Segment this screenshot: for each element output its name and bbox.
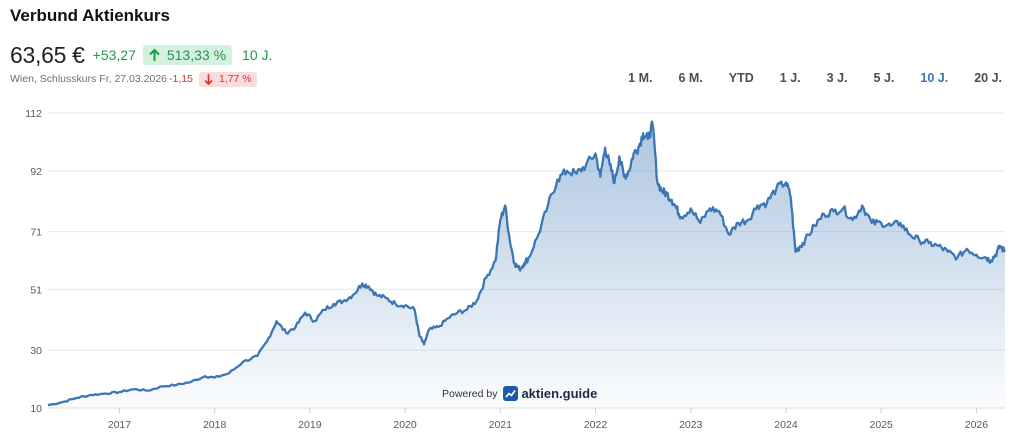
x-tick-label: 2022 (584, 419, 608, 431)
x-tick-label: 2020 (393, 419, 417, 431)
x-axis: 2017 2018 2019 2020 2021 2022 2023 2024 2025 2026 (48, 407, 1005, 431)
brand-logo-text: aktien.guide (521, 386, 598, 401)
selected-period: 10 J. (242, 47, 273, 63)
range-button-1m[interactable]: 1 M. (628, 71, 653, 85)
absolute-change: +53,27 (92, 47, 136, 63)
x-tick-label: 2026 (965, 419, 989, 431)
y-tick-label: 71 (30, 227, 42, 239)
y-tick-label: 51 (30, 284, 42, 296)
day-change: -1,15 (169, 73, 193, 85)
exchange-info-row: Wien, Schlusskurs Fr, 27.03.2026 -1,15 1… (10, 71, 257, 87)
arrow-down-icon (204, 73, 213, 85)
watermark: Powered by aktien.guide (442, 386, 597, 401)
time-range-selector: 1 M. 6 M. YTD 1 J. 3 J. 5 J. 10 J. 20 J. (602, 71, 1002, 85)
day-percent-badge: 1,77 % (198, 71, 257, 87)
x-tick-label: 2018 (203, 419, 227, 431)
y-tick-label: 92 (30, 166, 42, 178)
range-button-ytd[interactable]: YTD (728, 71, 754, 85)
x-tick-label: 2017 (108, 419, 132, 431)
percent-change-value: 513,33 % (166, 47, 227, 63)
y-tick-label: 10 (30, 403, 42, 415)
price-line (47, 120, 1006, 407)
range-button-10j[interactable]: 10 J. (920, 71, 949, 85)
arrow-up-icon (149, 48, 160, 61)
page-title: Verbund Aktienkurs (10, 6, 170, 25)
range-button-1j[interactable]: 1 J. (779, 71, 801, 85)
range-button-6m[interactable]: 6 M. (678, 71, 703, 85)
x-tick-label: 2023 (679, 419, 703, 431)
percent-change-badge: 513,33 % (142, 45, 233, 65)
y-tick-label: 112 (25, 108, 42, 120)
exchange-info: Wien, Schlusskurs Fr, 27.03.2026 (10, 73, 167, 85)
trend-chart-icon (503, 386, 519, 401)
y-axis: 10 30 51 71 92 112 (25, 108, 42, 415)
range-button-5j[interactable]: 5 J. (873, 71, 895, 85)
powered-by-label: Powered by (442, 387, 498, 400)
range-button-3j[interactable]: 3 J. (826, 71, 848, 85)
current-price: 63,65 € (10, 41, 85, 68)
x-tick-label: 2025 (870, 419, 894, 431)
price-row: 63,65 € +53,27 513,33 % 10 J. (10, 40, 272, 70)
price-area (48, 121, 1005, 408)
x-tick-label: 2024 (774, 419, 798, 431)
x-tick-label: 2019 (298, 419, 322, 431)
range-button-20j[interactable]: 20 J. (974, 71, 1002, 85)
x-tick-label: 2021 (489, 419, 513, 431)
day-percent-value: 1,77 % (218, 73, 252, 85)
y-tick-label: 30 (30, 345, 42, 357)
